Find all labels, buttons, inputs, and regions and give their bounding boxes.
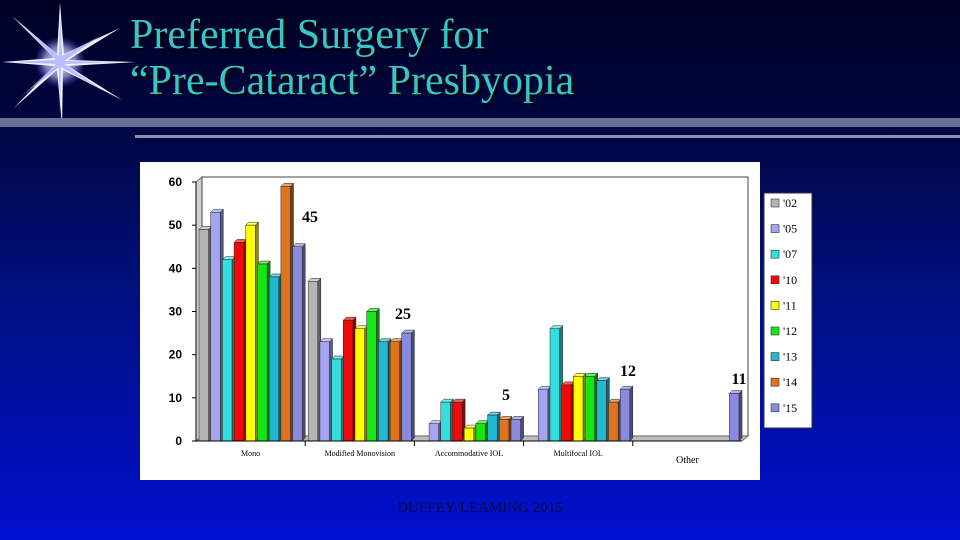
bar	[210, 208, 224, 442]
bar	[428, 420, 443, 442]
bar	[537, 385, 552, 442]
legend-swatch	[770, 377, 780, 387]
bar	[401, 329, 416, 442]
data-label: 5	[502, 387, 510, 404]
legend-label: '11	[783, 298, 797, 312]
x-tick-label: Other	[676, 455, 699, 466]
starburst-icon	[2, 2, 136, 126]
data-label: 45	[302, 209, 318, 226]
y-tick-label: 40	[169, 261, 183, 275]
bar	[572, 372, 587, 442]
bar	[549, 325, 564, 442]
bar	[377, 338, 392, 442]
y-tick-label: 50	[169, 218, 183, 232]
bar	[561, 381, 575, 442]
legend-swatch	[770, 352, 780, 361]
bar	[198, 225, 213, 442]
slide-title: Preferred Surgery for “Pre-Cataract” Pre…	[130, 12, 574, 104]
bar	[256, 260, 271, 442]
bar	[475, 420, 490, 442]
bar	[221, 256, 236, 442]
legend-label: '12	[783, 324, 797, 338]
bar	[245, 221, 260, 442]
bar	[354, 325, 369, 442]
title-line-1: Preferred Surgery for	[130, 12, 489, 58]
footer-credit: DUFFEY/LEAMING 2015	[397, 500, 563, 516]
bar	[233, 238, 248, 442]
x-tick-label: Multifocal IOL	[554, 449, 603, 458]
legend-swatch	[770, 326, 780, 336]
legend-swatch	[770, 275, 780, 285]
y-tick-label: 20	[169, 348, 183, 362]
y-tick-label: 10	[169, 391, 183, 405]
bar	[463, 424, 478, 442]
legend-swatch	[770, 249, 780, 259]
data-label: 11	[731, 371, 746, 388]
y-tick-label: 30	[169, 305, 183, 319]
bar	[451, 398, 466, 442]
legend-label: '05	[783, 222, 797, 236]
title-divider-thick	[0, 118, 960, 127]
bar	[389, 338, 404, 442]
bar	[728, 389, 743, 442]
y-tick-label: 0	[175, 434, 182, 448]
bar	[596, 376, 611, 442]
title-divider-thin	[135, 135, 960, 138]
legend-swatch	[770, 224, 780, 233]
data-label: 12	[620, 363, 636, 380]
bar	[280, 182, 295, 442]
data-label: 25	[395, 306, 411, 323]
bar	[291, 243, 306, 442]
bar	[440, 398, 455, 442]
legend-swatch	[770, 301, 780, 310]
legend-label: '14	[783, 375, 797, 389]
bar	[268, 273, 283, 442]
bar	[584, 372, 599, 442]
x-tick-label: Mono	[241, 449, 260, 458]
bar	[307, 277, 322, 442]
bar	[498, 415, 513, 442]
bar	[486, 411, 501, 442]
bar	[619, 385, 634, 442]
legend-swatch	[770, 198, 780, 208]
legend-label: '15	[783, 401, 797, 415]
bar	[342, 316, 357, 442]
legend-label: '02	[783, 196, 797, 210]
bar	[319, 338, 334, 442]
legend-swatch	[770, 403, 780, 413]
legend-label: '07	[783, 247, 797, 261]
y-tick-label: 60	[169, 175, 183, 189]
legend-label: '13	[783, 350, 797, 364]
x-tick-label: Modified Monovision	[325, 449, 395, 458]
bar	[330, 355, 345, 442]
bar	[510, 415, 525, 442]
title-line-2: “Pre-Cataract” Presbyopia	[130, 58, 575, 104]
legend-label: '10	[783, 273, 797, 287]
bar	[607, 398, 622, 442]
bar	[366, 307, 380, 442]
x-tick-label: Accommodative IOL	[435, 449, 503, 458]
